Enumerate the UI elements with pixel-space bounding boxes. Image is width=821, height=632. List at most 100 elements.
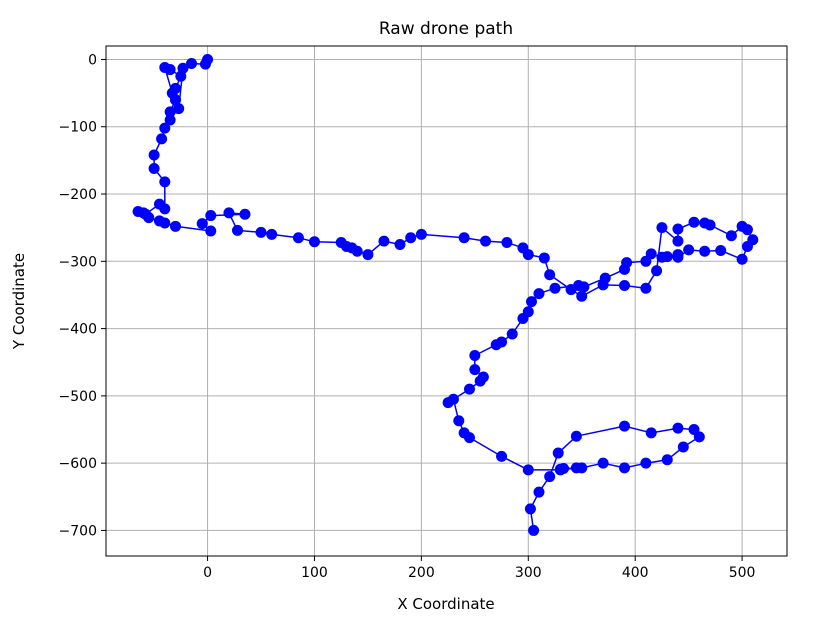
path-point	[554, 464, 566, 476]
path-point	[538, 252, 550, 264]
path-point	[477, 371, 489, 383]
x-tick-label: 200	[408, 565, 435, 581]
y-tick-label: −500	[59, 389, 97, 405]
path-point	[651, 265, 663, 277]
path-point	[672, 422, 684, 434]
path-point	[522, 306, 534, 318]
path-point	[148, 149, 160, 161]
path-point	[578, 281, 590, 293]
path-point	[205, 210, 217, 222]
path-point	[177, 62, 189, 74]
y-tick-label: −300	[59, 254, 97, 270]
path-point	[496, 450, 508, 462]
path-point	[496, 336, 508, 348]
path-point	[164, 114, 176, 126]
path-point	[661, 454, 673, 466]
path-point	[159, 203, 171, 215]
path-point	[640, 457, 652, 469]
x-axis-label: X Coordinate	[397, 595, 494, 613]
path-point	[549, 282, 561, 294]
path-point	[173, 103, 185, 115]
path-point	[394, 238, 406, 250]
path-point	[715, 245, 727, 257]
path-point	[362, 249, 374, 261]
path-point	[405, 232, 417, 244]
path-point	[469, 349, 481, 361]
path-point	[186, 57, 198, 69]
x-tick-label: 0	[203, 565, 212, 581]
path-point	[693, 431, 705, 443]
y-tick-label: 0	[88, 52, 97, 68]
path-point	[159, 122, 171, 134]
path-point	[544, 471, 556, 483]
path-point	[164, 106, 176, 118]
path-point	[597, 457, 609, 469]
path-point	[453, 415, 465, 427]
path-point	[463, 383, 475, 395]
path-point	[140, 208, 152, 220]
y-tick-label: −700	[59, 523, 97, 539]
path-point	[308, 236, 320, 248]
path-point	[619, 420, 631, 432]
path-point	[469, 364, 481, 376]
path-point	[672, 223, 684, 235]
y-tick-label: −100	[59, 120, 97, 136]
plot-area	[106, 46, 787, 556]
plot-frame	[105, 45, 788, 557]
x-tick-label: 400	[622, 565, 649, 581]
path-point	[544, 269, 556, 281]
path-point	[378, 235, 390, 247]
path-point	[223, 207, 235, 219]
path-point	[524, 503, 536, 515]
axis-ticks: 0 100 200 300 400 500 0 −100 −200 −300 −400 −500 −60…	[59, 52, 756, 581]
y-tick-label: −600	[59, 456, 97, 472]
path-point	[205, 225, 217, 237]
path-point	[169, 94, 181, 106]
path-point	[156, 133, 168, 145]
path-point	[597, 279, 609, 291]
path-point	[148, 162, 160, 174]
path-point	[619, 280, 631, 292]
path-point	[621, 257, 633, 269]
path-point	[480, 235, 492, 247]
path-point	[196, 218, 208, 230]
path-point	[736, 253, 748, 265]
path-point	[576, 290, 588, 302]
y-tick-label: −200	[59, 187, 97, 203]
path-point	[159, 176, 171, 188]
path-point	[747, 234, 759, 246]
path-point	[640, 282, 652, 294]
y-axis-label: Y Coordinate	[10, 253, 28, 350]
path-point	[672, 235, 684, 247]
y-tick-label: −400	[59, 322, 97, 338]
path-point	[159, 217, 171, 229]
path-point	[570, 462, 582, 474]
grid-lines	[106, 46, 787, 556]
path-point	[699, 245, 711, 257]
x-tick-label: 500	[729, 565, 756, 581]
chart-title: Raw drone path	[379, 19, 513, 39]
path-point	[458, 427, 470, 439]
path-point	[533, 486, 545, 498]
path-point	[565, 284, 577, 296]
series-group	[132, 53, 759, 536]
path-point	[522, 464, 534, 476]
path-point	[231, 224, 243, 236]
path-point	[159, 62, 171, 74]
path-point	[255, 226, 267, 238]
path-point	[688, 216, 700, 228]
path-point	[677, 441, 689, 453]
path-point	[725, 230, 737, 242]
path-point	[656, 222, 668, 234]
path-point	[266, 228, 278, 240]
path-point	[335, 236, 347, 248]
path-point	[533, 288, 545, 300]
path-point	[683, 244, 695, 256]
path-point	[239, 208, 251, 220]
path-point	[528, 524, 540, 536]
path-point	[415, 228, 427, 240]
path-point	[699, 217, 711, 229]
path-point	[442, 397, 454, 409]
x-tick-label: 100	[301, 565, 328, 581]
path-point	[736, 220, 748, 232]
